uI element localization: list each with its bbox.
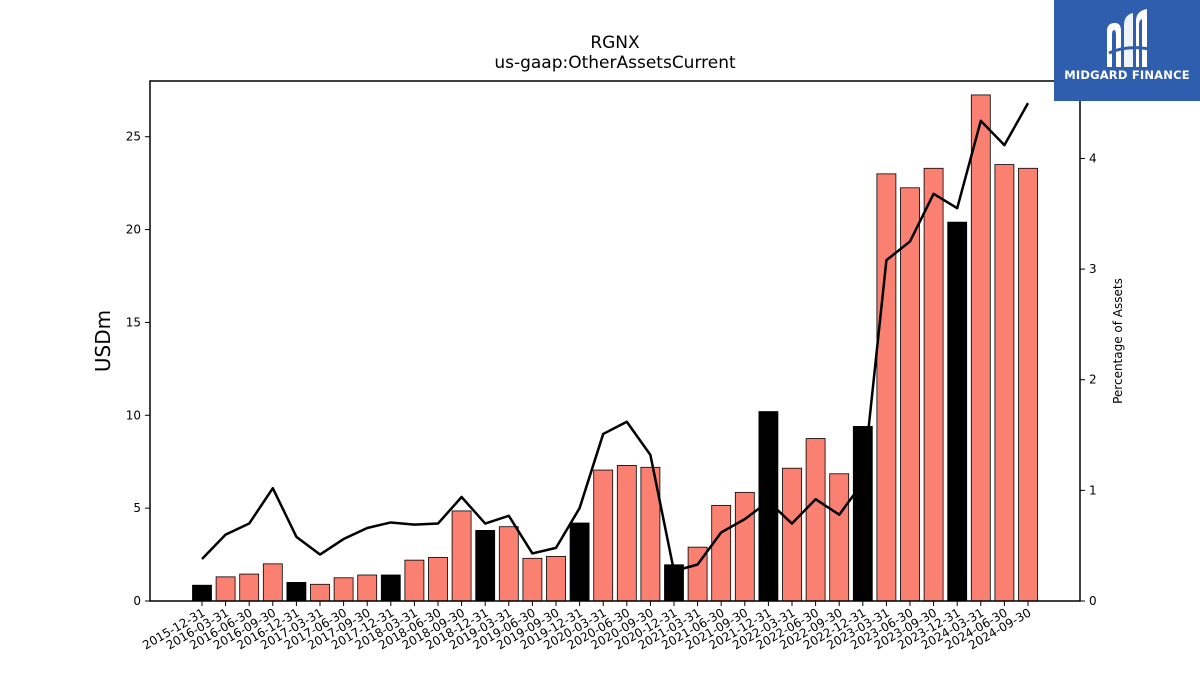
y-tick-label: 0 xyxy=(133,594,141,608)
bar-2023-09-30 xyxy=(923,167,944,602)
y2-tick-label: 2 xyxy=(1089,373,1097,387)
y-tick-label: 5 xyxy=(133,501,141,515)
bar-2018-03-31 xyxy=(404,559,425,602)
bar-2016-06-30 xyxy=(239,573,260,602)
bar-2020-06-30 xyxy=(616,465,637,602)
bar-2017-06-30 xyxy=(333,577,354,602)
brand-logo: MIDGARD FINANCE xyxy=(1054,0,1200,101)
y2-tick-label: 4 xyxy=(1089,151,1097,165)
bar-2015-12-31 xyxy=(192,584,212,602)
bar-2018-12-31 xyxy=(475,530,496,602)
bar-2019-12-31 xyxy=(569,522,590,602)
bar-2024-03-31 xyxy=(970,94,991,602)
bar-2019-09-30 xyxy=(546,556,566,602)
bar-2020-03-31 xyxy=(593,469,614,602)
bar-2022-09-30 xyxy=(829,473,850,602)
y2-tick-label: 0 xyxy=(1089,594,1097,608)
bar-2019-06-30 xyxy=(522,557,543,602)
bar-2017-12-31 xyxy=(380,574,401,602)
bar-2019-03-31 xyxy=(498,526,519,602)
y-axis-right: 0 1 2 3 4 xyxy=(1080,151,1097,608)
bar-2023-03-31 xyxy=(876,173,897,602)
bar-2016-03-31 xyxy=(215,576,236,602)
bar-2024-09-30 xyxy=(1018,167,1038,602)
y-tick-label: 20 xyxy=(126,223,141,237)
bars-layer xyxy=(192,94,1038,602)
brand-name: MIDGARD FINANCE xyxy=(1064,68,1190,82)
chart-title: RGNX xyxy=(590,33,640,53)
y-tick-label: 25 xyxy=(126,130,141,144)
bar-2022-03-31 xyxy=(782,467,802,602)
x-axis: 2015-12-312016-03-312016-06-302016-09-30… xyxy=(140,601,1034,652)
midgard-logo-icon xyxy=(1107,9,1150,67)
bar-2023-06-30 xyxy=(900,187,920,602)
bar-2018-09-30 xyxy=(451,510,472,602)
plot-frame xyxy=(149,80,1081,602)
y-tick-label: 15 xyxy=(126,315,141,329)
y2-tick-label: 1 xyxy=(1089,483,1097,497)
bar-2021-09-30 xyxy=(734,491,755,602)
bar-2024-06-30 xyxy=(994,164,1015,602)
bar-2021-06-30 xyxy=(711,504,732,602)
y2-axis-label: Percentage of Assets xyxy=(1111,278,1125,404)
y-axis-label: USDm xyxy=(91,310,115,372)
percentage-line xyxy=(201,102,1030,573)
bar-2022-06-30 xyxy=(805,438,826,602)
bar-2023-12-31 xyxy=(947,221,968,602)
bar-2016-09-30 xyxy=(262,563,283,602)
bar-2022-12-31 xyxy=(852,426,873,602)
y-tick-label: 10 xyxy=(126,408,141,422)
bar-2018-06-30 xyxy=(428,556,448,602)
line-layer xyxy=(201,102,1030,573)
y2-tick-label: 3 xyxy=(1089,262,1097,276)
bar-2017-09-30 xyxy=(357,574,378,602)
y-axis-left: 0 5 10 15 20 25 xyxy=(126,130,150,608)
bar-2017-03-31 xyxy=(310,583,330,602)
bar-2016-12-31 xyxy=(286,582,307,602)
chart-subtitle: us-gaap:OtherAssetsCurrent xyxy=(494,53,736,73)
